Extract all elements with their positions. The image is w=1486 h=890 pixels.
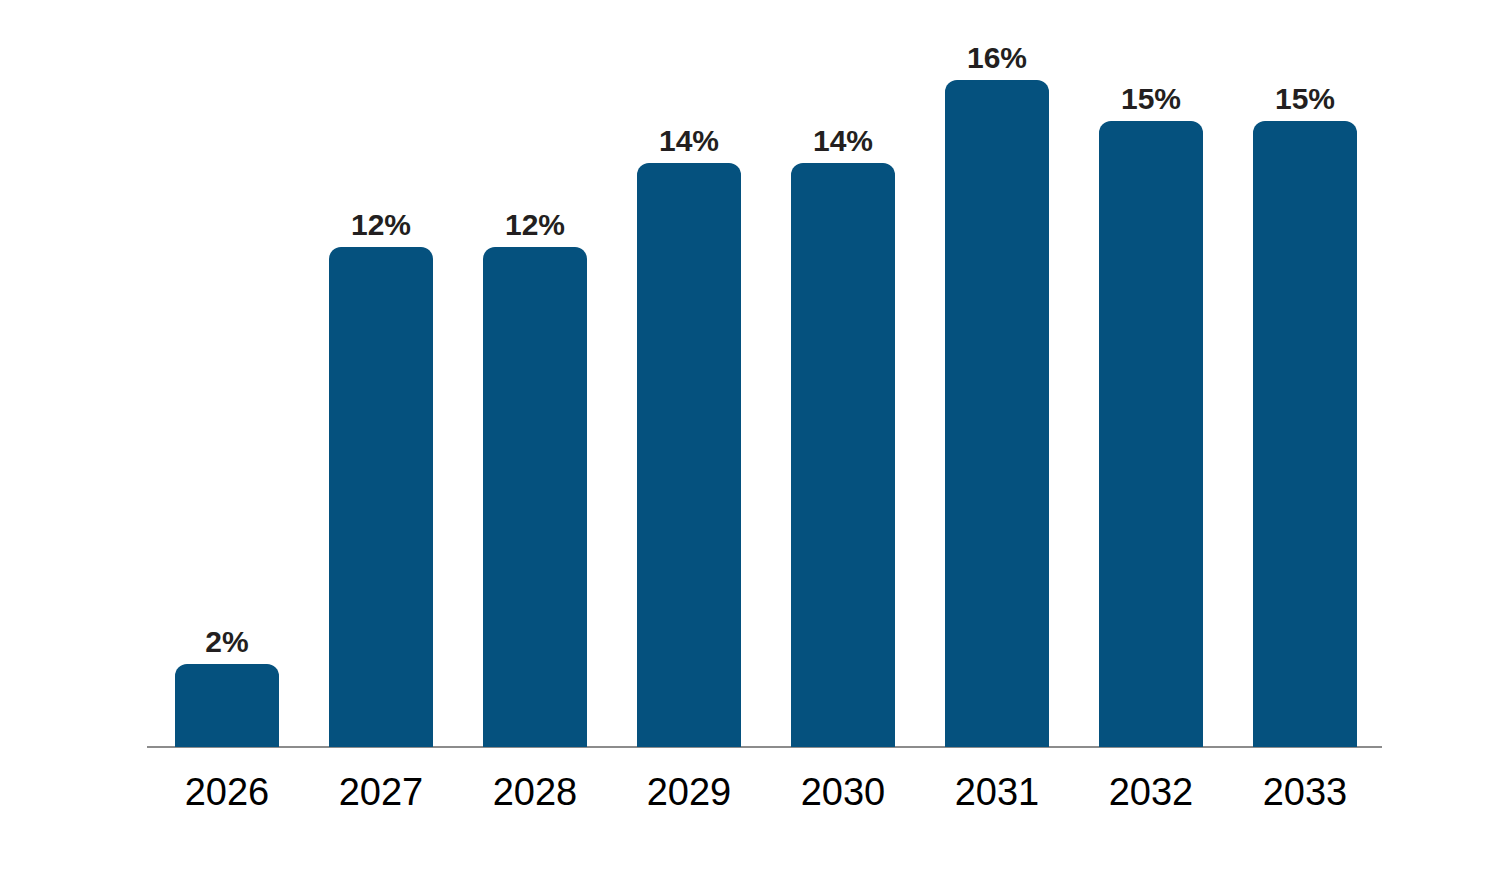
bar-value-label-2030: 14% — [813, 126, 873, 156]
bar-value-label-2028: 12% — [505, 210, 565, 240]
bar-column-2033: 15% — [1253, 84, 1357, 747]
bar-2026 — [175, 664, 279, 747]
x-axis-tick-label-2030: 2030 — [791, 772, 895, 814]
bar-2029 — [637, 163, 741, 747]
bar-value-label-2031: 16% — [967, 43, 1027, 73]
bar-column-2027: 12% — [329, 210, 433, 747]
bar-value-label-2029: 14% — [659, 126, 719, 156]
bar-column-2026: 2% — [175, 627, 279, 747]
bar-2030 — [791, 163, 895, 747]
bar-column-2031: 16% — [945, 43, 1049, 747]
bar-value-label-2033: 15% — [1275, 84, 1335, 114]
x-axis-tick-label-2028: 2028 — [483, 772, 587, 814]
bar-2032 — [1099, 121, 1203, 747]
x-axis-tick-label-2033: 2033 — [1253, 772, 1357, 814]
bars-container: 2% 12% 12% 14% 14% 16% 15% 15% — [175, 0, 1357, 747]
bar-chart: 2% 12% 12% 14% 14% 16% 15% 15% 2026 2027 2028 2029… — [0, 0, 1486, 890]
x-axis-tick-label-2031: 2031 — [945, 772, 1049, 814]
bar-2027 — [329, 247, 433, 747]
bar-column-2030: 14% — [791, 126, 895, 747]
bar-2028 — [483, 247, 587, 747]
bar-value-label-2032: 15% — [1121, 84, 1181, 114]
x-axis-tick-label-2029: 2029 — [637, 772, 741, 814]
x-axis-tick-label-2026: 2026 — [175, 772, 279, 814]
bar-column-2032: 15% — [1099, 84, 1203, 747]
bar-value-label-2026: 2% — [205, 627, 248, 657]
x-axis-tick-label-2027: 2027 — [329, 772, 433, 814]
bar-value-label-2027: 12% — [351, 210, 411, 240]
bar-2033 — [1253, 121, 1357, 747]
bar-column-2028: 12% — [483, 210, 587, 747]
x-axis-labels: 2026 2027 2028 2029 2030 2031 2032 2033 — [175, 772, 1357, 814]
bar-2031 — [945, 80, 1049, 747]
bar-column-2029: 14% — [637, 126, 741, 747]
x-axis-tick-label-2032: 2032 — [1099, 772, 1203, 814]
